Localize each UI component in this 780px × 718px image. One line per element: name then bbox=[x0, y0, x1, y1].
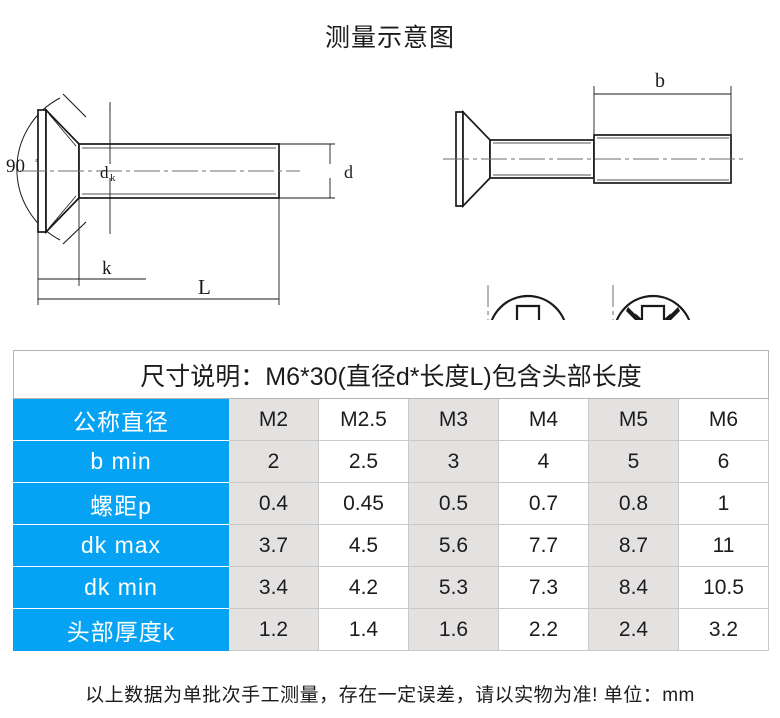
table-row: dk max 3.7 4.5 5.6 7.7 8.7 11 bbox=[13, 524, 769, 567]
cell-head-thickness-m25: 1.4 bbox=[318, 608, 409, 651]
table-caption: 尺寸说明：M6*30(直径d*长度L)包含头部长度 bbox=[13, 350, 769, 399]
dimension-d-label: d bbox=[344, 162, 353, 182]
dimension-d bbox=[279, 143, 335, 199]
phillips-cross-recess bbox=[515, 304, 541, 320]
technical-drawing-area: 90 ° +2° 0 d k bbox=[0, 72, 780, 320]
table-caption-row: 尺寸说明：M6*30(直径d*长度L)包含头部长度 bbox=[13, 350, 769, 399]
phillips-recess-view bbox=[487, 285, 566, 320]
screw-drawings-svg: 90 ° +2° 0 d k bbox=[6, 72, 745, 320]
cell-head-thickness-m5: 2.4 bbox=[588, 608, 679, 651]
row-label-b-min: b min bbox=[13, 440, 229, 483]
cell-nominal-diameter-m5: M5 bbox=[588, 398, 679, 441]
table-row: b min 2 2.5 3 4 5 6 bbox=[13, 440, 769, 483]
pozidriv-recess-view bbox=[612, 285, 691, 320]
specification-table: 尺寸说明：M6*30(直径d*长度L)包含头部长度 公称直径 M2 M2.5 M… bbox=[13, 350, 769, 651]
dimension-dk-subscript: k bbox=[110, 172, 116, 184]
cell-dk-min-m3: 5.3 bbox=[408, 566, 499, 609]
cell-head-thickness-m6: 3.2 bbox=[678, 608, 769, 651]
cell-dk-min-m5: 8.4 bbox=[588, 566, 679, 609]
dimension-k-label: k bbox=[102, 258, 112, 279]
cell-nominal-diameter-m4: M4 bbox=[498, 398, 589, 441]
footer-disclaimer-note: 以上数据为单批次手工测量，存在一定误差，请以实物为准! 单位：mm bbox=[85, 685, 695, 706]
cell-dk-min-m2: 3.4 bbox=[228, 566, 319, 609]
cell-dk-max-m6: 11 bbox=[678, 524, 769, 567]
left-screw-view: 90 ° +2° 0 d k bbox=[6, 93, 353, 305]
cell-pitch-m3: 0.5 bbox=[408, 482, 499, 525]
cell-b-min-m4: 4 bbox=[498, 440, 589, 483]
pozidriv-cross-recess bbox=[640, 304, 666, 320]
cell-pitch-m4: 0.7 bbox=[498, 482, 589, 525]
angle-value-label: 90 bbox=[6, 156, 25, 177]
row-label-nominal-diameter: 公称直径 bbox=[13, 398, 229, 441]
spec-table-body: 尺寸说明：M6*30(直径d*长度L)包含头部长度 公称直径 M2 M2.5 M… bbox=[13, 350, 769, 651]
cell-pitch-m25: 0.45 bbox=[318, 482, 409, 525]
cell-pitch-m5: 0.8 bbox=[588, 482, 679, 525]
table-row: dk min 3.4 4.2 5.3 7.3 8.4 10.5 bbox=[13, 566, 769, 609]
cell-b-min-m5: 5 bbox=[588, 440, 679, 483]
table-row: 头部厚度k 1.2 1.4 1.6 2.2 2.4 3.2 bbox=[13, 608, 769, 651]
dimension-L-label: L bbox=[198, 275, 211, 299]
row-label-pitch: 螺距p bbox=[13, 482, 229, 525]
cell-head-thickness-m4: 2.2 bbox=[498, 608, 589, 651]
cell-dk-min-m6: 10.5 bbox=[678, 566, 769, 609]
table-row: 螺距p 0.4 0.45 0.5 0.7 0.8 1 bbox=[13, 482, 769, 525]
cell-dk-max-m4: 7.7 bbox=[498, 524, 589, 567]
cell-head-thickness-m2: 1.2 bbox=[228, 608, 319, 651]
cell-head-thickness-m3: 1.6 bbox=[408, 608, 499, 651]
cell-dk-max-m25: 4.5 bbox=[318, 524, 409, 567]
dimension-b-label: b bbox=[655, 72, 665, 92]
row-label-dk-min: dk min bbox=[13, 566, 229, 609]
row-label-head-thickness: 头部厚度k bbox=[13, 608, 229, 651]
cell-dk-max-m5: 8.7 bbox=[588, 524, 679, 567]
right-screw-view: b bbox=[443, 72, 745, 320]
dimension-dk-label: d bbox=[100, 163, 109, 182]
cell-b-min-m2: 2 bbox=[228, 440, 319, 483]
cell-nominal-diameter-m2: M2 bbox=[228, 398, 319, 441]
cell-pitch-m6: 1 bbox=[678, 482, 769, 525]
cell-dk-min-m4: 7.3 bbox=[498, 566, 589, 609]
cell-b-min-m25: 2.5 bbox=[318, 440, 409, 483]
table-row: 公称直径 M2 M2.5 M3 M4 M5 M6 bbox=[13, 398, 769, 441]
cell-dk-min-m25: 4.2 bbox=[318, 566, 409, 609]
cell-nominal-diameter-m25: M2.5 bbox=[318, 398, 409, 441]
pozidriv-rib-marks bbox=[626, 307, 680, 320]
row-label-dk-max: dk max bbox=[13, 524, 229, 567]
dimension-L bbox=[37, 198, 280, 305]
page-title: 测量示意图 bbox=[324, 24, 455, 52]
dimension-k bbox=[37, 198, 146, 286]
cell-dk-max-m3: 5.6 bbox=[408, 524, 499, 567]
cell-nominal-diameter-m3: M3 bbox=[408, 398, 499, 441]
cell-nominal-diameter-m6: M6 bbox=[678, 398, 769, 441]
cell-dk-max-m2: 3.7 bbox=[228, 524, 319, 567]
cell-b-min-m6: 6 bbox=[678, 440, 769, 483]
cell-pitch-m2: 0.4 bbox=[228, 482, 319, 525]
cell-b-min-m3: 3 bbox=[408, 440, 499, 483]
dimension-b bbox=[593, 86, 732, 134]
